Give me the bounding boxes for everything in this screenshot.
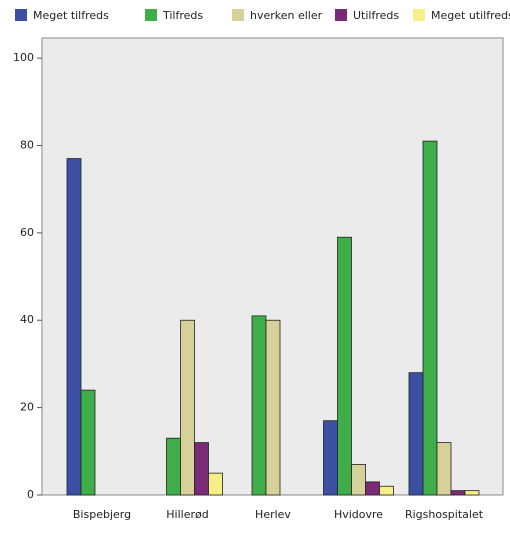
- bar: [450, 490, 466, 496]
- bar: [66, 158, 82, 496]
- y-tick-label: 0: [27, 488, 34, 501]
- bar: [351, 464, 366, 496]
- bar: [323, 420, 338, 496]
- x-tick-label: Hillerød: [166, 508, 208, 521]
- bar: [194, 442, 209, 496]
- legend-swatch: [232, 9, 244, 21]
- y-tick-label: 80: [20, 138, 34, 151]
- x-tick-label: Herlev: [255, 508, 291, 521]
- bar: [208, 472, 223, 496]
- y-tick-label: 60: [20, 226, 34, 239]
- bar: [422, 140, 438, 496]
- y-tick-label: 100: [13, 51, 34, 64]
- bar: [408, 372, 424, 496]
- bar: [251, 315, 267, 496]
- bar: [166, 437, 181, 496]
- y-tick-label: 20: [20, 401, 34, 414]
- bar: [379, 485, 394, 496]
- legend-swatch: [335, 9, 347, 21]
- bar: [265, 319, 281, 496]
- x-tick-label: Hvidovre: [334, 508, 383, 521]
- bar: [436, 442, 452, 496]
- legend-label: Meget tilfreds: [33, 9, 109, 22]
- bar: [80, 389, 96, 496]
- legend-swatch: [145, 9, 157, 21]
- legend-swatch: [413, 9, 425, 21]
- x-tick-label: Rigshospitalet: [405, 508, 484, 521]
- y-tick-label: 40: [20, 313, 34, 326]
- legend-swatch: [15, 9, 27, 21]
- x-tick-label: Bispebjerg: [73, 508, 131, 521]
- legend-label: Meget utilfreds: [431, 9, 510, 22]
- bar: [365, 481, 380, 496]
- legend-label: Utilfreds: [353, 9, 399, 22]
- legend-label: Tilfreds: [162, 9, 203, 22]
- legend-label: hverken eller: [250, 9, 323, 22]
- bar: [464, 490, 480, 496]
- bar: [180, 319, 195, 496]
- bar: [337, 236, 352, 496]
